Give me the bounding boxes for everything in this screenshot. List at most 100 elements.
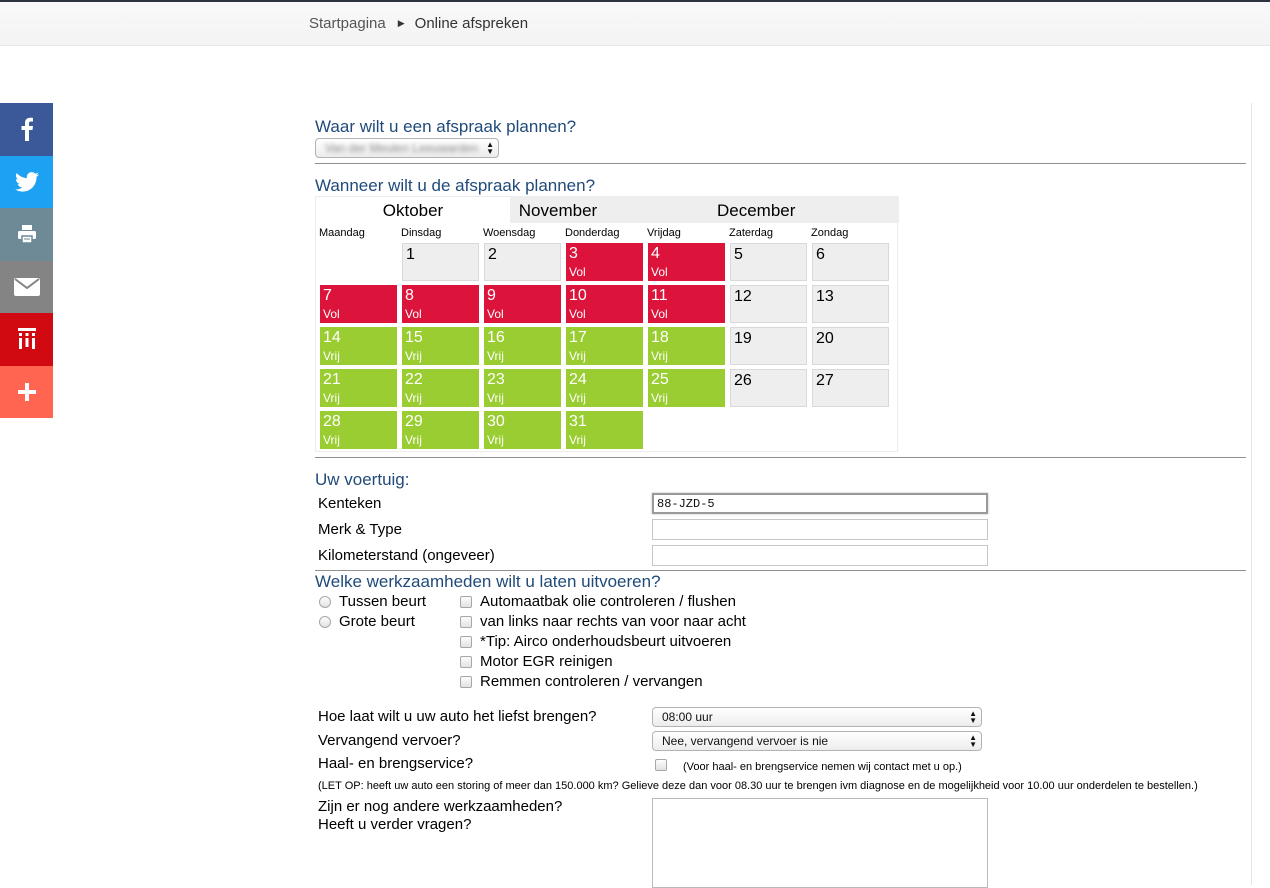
day-status: Vrij xyxy=(405,391,422,405)
day-status: Vrij xyxy=(487,433,504,447)
kenteken-label: Kenteken xyxy=(318,495,382,512)
calendar-day: 20 xyxy=(812,327,889,365)
tab-december[interactable]: December xyxy=(606,197,899,223)
calendar-day: 1 xyxy=(402,243,479,281)
check-egr[interactable]: Motor EGR reinigen xyxy=(460,653,613,670)
calendar-day[interactable]: 29 Vrij xyxy=(402,411,479,449)
calendar-day[interactable]: 23 Vrij xyxy=(484,369,561,407)
day-status: Vol xyxy=(569,265,586,279)
calendar-day: 4 Vol xyxy=(648,243,725,281)
work-title: Welke werkzaamheden wilt u laten uitvoer… xyxy=(315,572,661,591)
breadcrumb-current: Online afspreken xyxy=(414,15,529,32)
divider xyxy=(315,163,1246,164)
breadcrumb-home-link[interactable]: Startpagina xyxy=(309,15,386,32)
location-select[interactable]: Van der Meulen Leeuwarden ▲ ▼ xyxy=(315,138,499,158)
calendar-day: 12 xyxy=(730,285,807,323)
day-number: 5 xyxy=(734,246,743,263)
warning-note: (LET OP: heeft uw auto een storing of me… xyxy=(318,780,1198,792)
day-number: 28 xyxy=(323,413,341,430)
calendar-day[interactable]: 24 Vrij xyxy=(566,369,643,407)
breadcrumb-bar: Startpagina ▶ Online afspreken xyxy=(0,2,1270,46)
checkbox-label: Automaatbak olie controleren / flushen xyxy=(480,593,736,610)
calendar-day: 6 xyxy=(812,243,889,281)
pickup-checkbox[interactable] xyxy=(655,759,667,771)
checkbox[interactable] xyxy=(460,595,472,608)
calendar-day[interactable]: 22 Vrij xyxy=(402,369,479,407)
questions-textarea[interactable] xyxy=(652,798,988,888)
breadcrumb-separator-icon: ▶ xyxy=(397,18,405,28)
dayname-header: Dinsdag xyxy=(401,227,442,239)
divider xyxy=(315,570,1246,571)
select-arrows-icon: ▲ ▼ xyxy=(969,733,977,749)
calendar-day[interactable]: 25 Vrij xyxy=(648,369,725,407)
day-number: 14 xyxy=(323,329,341,346)
more-share-button[interactable] xyxy=(0,365,53,418)
calendar-day: 8 Vol xyxy=(402,285,479,323)
day-number: 23 xyxy=(487,371,505,388)
day-number: 8 xyxy=(405,287,414,304)
email-share-button[interactable] xyxy=(0,260,53,313)
day-status: Vol xyxy=(323,307,340,321)
calendar-day[interactable]: 31 Vrij xyxy=(566,411,643,449)
radio-button[interactable] xyxy=(319,615,331,628)
check-airco[interactable]: *Tip: Airco onderhoudsbeurt uitvoeren xyxy=(460,633,731,650)
facebook-share-button[interactable] xyxy=(0,103,53,156)
checkbox[interactable] xyxy=(460,675,472,688)
day-number: 1 xyxy=(406,246,415,263)
day-status: Vrij xyxy=(487,349,504,363)
day-number: 24 xyxy=(569,371,587,388)
kenteken-input[interactable]: 88-JZD-5 xyxy=(652,493,988,514)
radio-button[interactable] xyxy=(319,595,331,608)
merk-type-input[interactable] xyxy=(652,519,988,540)
tab-november[interactable]: November xyxy=(510,197,606,223)
calendar-day[interactable]: 30 Vrij xyxy=(484,411,561,449)
questions-label-1: Zijn er nog andere werkzaamheden? xyxy=(318,798,563,815)
dayname-header: Zaterdag xyxy=(729,227,774,239)
print-share-button[interactable] xyxy=(0,208,53,261)
time-select[interactable]: 08:00 uur ▲ ▼ xyxy=(652,707,982,727)
pickup-label: Haal- en brengservice? xyxy=(318,755,474,772)
day-number: 25 xyxy=(651,371,669,388)
calendar-day[interactable]: 28 Vrij xyxy=(320,411,397,449)
calendar-day[interactable]: 16 Vrij xyxy=(484,327,561,365)
day-status: Vrij xyxy=(323,391,340,405)
calendar-day: 27 xyxy=(812,369,889,407)
checkbox-label: *Tip: Airco onderhoudsbeurt uitvoeren xyxy=(480,633,732,650)
questions-label-2: Heeft u verder vragen? xyxy=(318,816,472,833)
day-number: 21 xyxy=(323,371,341,388)
day-status: Vrij xyxy=(569,349,586,363)
jij-share-button[interactable] xyxy=(0,313,53,366)
kilometerstand-label: Kilometerstand (ongeveer) xyxy=(318,547,495,564)
pickup-note: (Voor haal- en brengservice nemen wij co… xyxy=(683,761,962,773)
calendar-day[interactable]: 17 Vrij xyxy=(566,327,643,365)
calendar-day[interactable]: 15 Vrij xyxy=(402,327,479,365)
check-remmen[interactable]: Remmen controleren / vervangen xyxy=(460,673,703,690)
calendar-day[interactable]: 14 Vrij xyxy=(320,327,397,365)
tab-oktober[interactable]: Oktober xyxy=(316,197,510,223)
transport-select[interactable]: Nee, vervangend vervoer is nie ▲ ▼ xyxy=(652,731,982,751)
day-status: Vrij xyxy=(323,433,340,447)
checkbox[interactable] xyxy=(460,655,472,668)
print-icon xyxy=(17,225,36,244)
calendar-day[interactable]: 18 Vrij xyxy=(648,327,725,365)
checkbox[interactable] xyxy=(460,635,472,648)
check-automaatbak[interactable]: Automaatbak olie controleren / flushen xyxy=(460,593,736,610)
day-number: 11 xyxy=(651,287,668,304)
twitter-icon xyxy=(14,171,39,192)
dayname-header: Zondag xyxy=(811,227,849,239)
radio-grote-beurt[interactable]: Grote beurt xyxy=(319,613,415,630)
radio-tussen-beurt[interactable]: Tussen beurt xyxy=(319,593,426,610)
calendar-title: Wanneer wilt u de afspraak plannen? xyxy=(315,176,596,195)
calendar-day: 9 Vol xyxy=(484,285,561,323)
month-tabs: Oktober November December xyxy=(316,197,899,223)
vehicle-title: Uw voertuig: xyxy=(315,470,410,489)
kilometerstand-input[interactable] xyxy=(652,545,988,566)
day-status: Vol xyxy=(487,307,504,321)
twitter-share-button[interactable] xyxy=(0,155,53,208)
check-links-rechts[interactable]: van links naar rechts van voor naar acht xyxy=(460,613,746,630)
content-border xyxy=(1251,103,1252,885)
day-status: Vrij xyxy=(405,349,422,363)
calendar-day[interactable]: 21 Vrij xyxy=(320,369,397,407)
day-number: 17 xyxy=(569,329,587,346)
checkbox[interactable] xyxy=(460,615,472,628)
